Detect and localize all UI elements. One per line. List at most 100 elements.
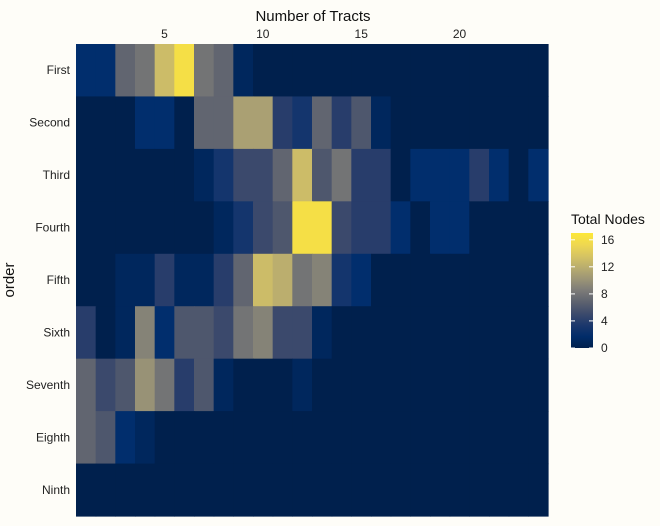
heatmap-cell bbox=[528, 411, 549, 465]
heatmap-cell bbox=[233, 411, 254, 465]
heatmap-cell bbox=[174, 463, 195, 517]
heatmap-cell bbox=[213, 253, 234, 307]
heatmap-cell bbox=[174, 306, 195, 360]
legend-tick-label: 0 bbox=[601, 341, 608, 355]
heatmap-cell bbox=[213, 201, 234, 255]
heatmap-cell bbox=[351, 96, 372, 150]
heatmap-cell bbox=[76, 358, 97, 412]
heatmap-cell bbox=[469, 306, 490, 360]
heatmap-cell bbox=[174, 201, 195, 255]
heatmap-cell bbox=[528, 358, 549, 412]
heatmap-cell bbox=[351, 411, 372, 465]
heatmap-cell bbox=[430, 201, 451, 255]
y-axis-title: order bbox=[1, 262, 18, 297]
heatmap-cell bbox=[390, 306, 411, 360]
heatmap-cell bbox=[430, 44, 451, 98]
heatmap-cell bbox=[272, 463, 293, 517]
heatmap-cell bbox=[390, 96, 411, 150]
heatmap-cell bbox=[508, 358, 529, 412]
heatmap-cell bbox=[154, 96, 175, 150]
heatmap-cell bbox=[449, 411, 470, 465]
heatmap-cell bbox=[390, 358, 411, 412]
heatmap-cell bbox=[508, 306, 529, 360]
y-axis-ticks: First Second Third Fourth Fifth Sixth Seventh E… bbox=[26, 63, 71, 497]
heatmap-cell bbox=[528, 463, 549, 517]
heatmap-cell bbox=[508, 148, 529, 202]
heatmap-cell bbox=[449, 148, 470, 202]
heatmap-cell bbox=[233, 44, 254, 98]
heatmap-cell bbox=[194, 148, 215, 202]
x-tick-label: 15 bbox=[355, 27, 369, 41]
heatmap-cell bbox=[351, 148, 372, 202]
heatmap-cell bbox=[95, 148, 116, 202]
heatmap-cell bbox=[272, 306, 293, 360]
legend-tick-label: 16 bbox=[601, 233, 615, 247]
heatmap-cell bbox=[371, 96, 392, 150]
heatmap-cell bbox=[95, 411, 116, 465]
heatmap-cell bbox=[253, 411, 274, 465]
heatmap-cell bbox=[449, 201, 470, 255]
heatmap-cell bbox=[115, 463, 136, 517]
heatmap-cell bbox=[390, 148, 411, 202]
heatmap-cell bbox=[469, 44, 490, 98]
heatmap-cell bbox=[312, 411, 333, 465]
y-tick-label: Third bbox=[43, 168, 70, 182]
heatmap-cell bbox=[115, 44, 136, 98]
heatmap-cell bbox=[115, 148, 136, 202]
heatmap-cell bbox=[469, 96, 490, 150]
heatmap-cell bbox=[174, 358, 195, 412]
legend-tick-label: 8 bbox=[601, 287, 608, 301]
heatmap-cell bbox=[331, 201, 352, 255]
heatmap-cell bbox=[76, 96, 97, 150]
heatmap-cell bbox=[331, 411, 352, 465]
heatmap-cell bbox=[371, 148, 392, 202]
heatmap-cell bbox=[272, 358, 293, 412]
heatmap-cell bbox=[194, 253, 215, 307]
heatmap-cell bbox=[312, 44, 333, 98]
heatmap-cell bbox=[272, 44, 293, 98]
heatmap-cell bbox=[115, 96, 136, 150]
heatmap-cell bbox=[292, 463, 313, 517]
heatmap-cell bbox=[371, 44, 392, 98]
heatmap-cell bbox=[351, 44, 372, 98]
heatmap-cell bbox=[76, 411, 97, 465]
heatmap-cell bbox=[115, 411, 136, 465]
y-tick-label: Eighth bbox=[36, 430, 70, 444]
heatmap-cell bbox=[489, 253, 510, 307]
heatmap-cell bbox=[351, 306, 372, 360]
heatmap-cell bbox=[469, 148, 490, 202]
heatmap-cell bbox=[194, 96, 215, 150]
heatmap-cell bbox=[253, 358, 274, 412]
heatmap-cell bbox=[312, 96, 333, 150]
heatmap-cell bbox=[449, 96, 470, 150]
heatmap-cell bbox=[154, 148, 175, 202]
x-axis-title: Number of Tracts bbox=[255, 8, 370, 25]
heatmap-cell bbox=[489, 44, 510, 98]
heatmap-cell bbox=[194, 411, 215, 465]
legend-title: Total Nodes bbox=[571, 211, 645, 227]
heatmap-cell bbox=[449, 463, 470, 517]
heatmap-cell bbox=[272, 253, 293, 307]
y-tick-label: First bbox=[47, 63, 71, 77]
heatmap-cell bbox=[528, 306, 549, 360]
heatmap-cell bbox=[371, 463, 392, 517]
heatmap-cell bbox=[410, 148, 431, 202]
heatmap-cell bbox=[233, 253, 254, 307]
heatmap-cell bbox=[430, 253, 451, 307]
heatmap-cell bbox=[76, 148, 97, 202]
heatmap-cell bbox=[154, 201, 175, 255]
heatmap-cell bbox=[154, 306, 175, 360]
heatmap-cell bbox=[410, 201, 431, 255]
heatmap-cell bbox=[194, 201, 215, 255]
heatmap-cell bbox=[174, 411, 195, 465]
heatmap-cell bbox=[508, 411, 529, 465]
heatmap-cell bbox=[331, 253, 352, 307]
heatmap-cell bbox=[115, 201, 136, 255]
heatmap-cell bbox=[292, 148, 313, 202]
heatmap-cell bbox=[371, 253, 392, 307]
heatmap-cell bbox=[253, 44, 274, 98]
heatmap-cell bbox=[528, 148, 549, 202]
heatmap-cell bbox=[312, 463, 333, 517]
heatmap-cell bbox=[489, 201, 510, 255]
heatmap-cell bbox=[95, 201, 116, 255]
